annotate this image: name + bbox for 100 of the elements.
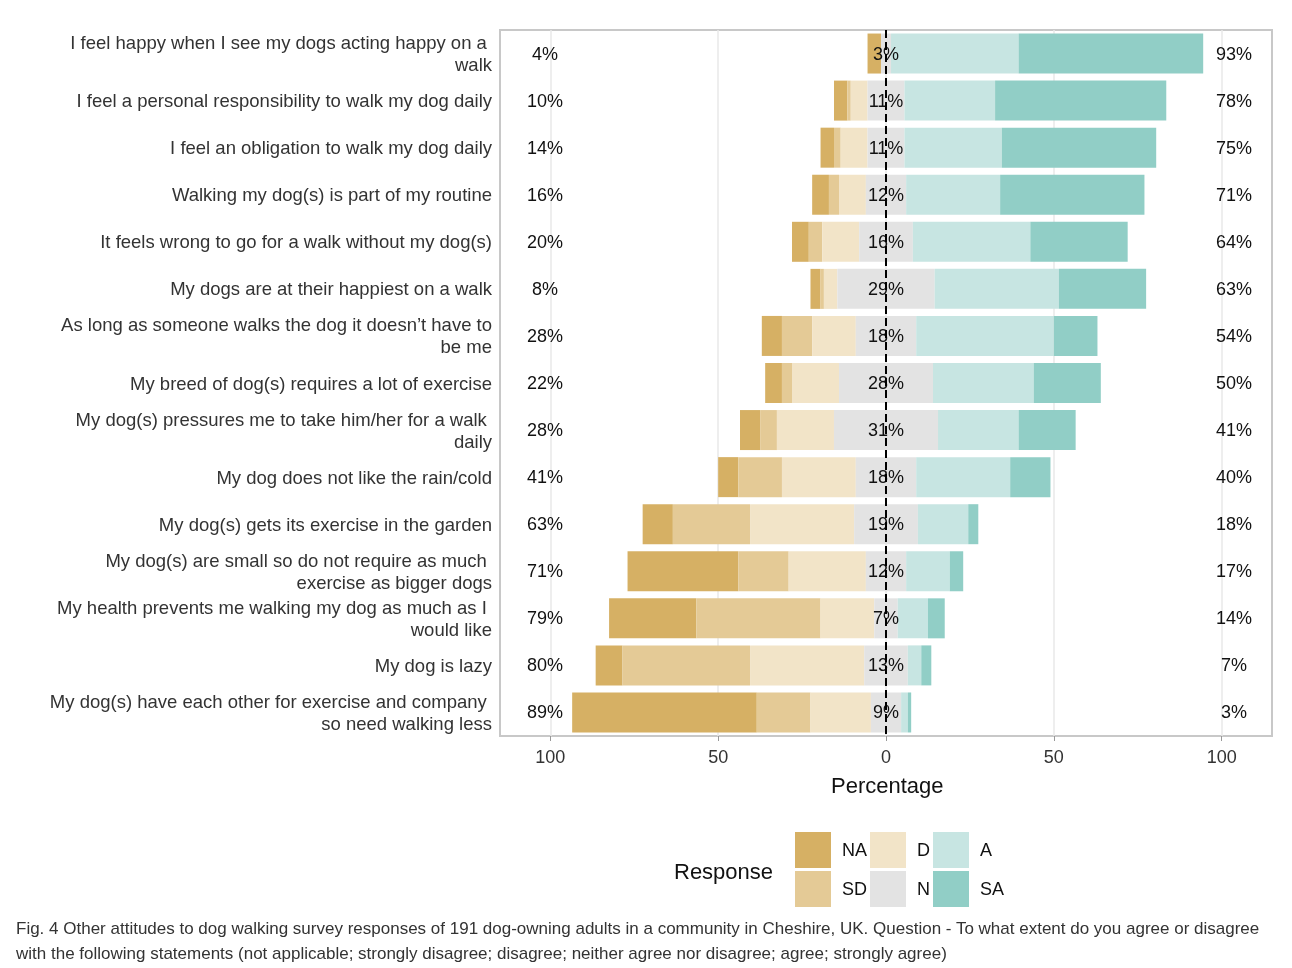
bar <box>820 127 834 168</box>
bar <box>792 221 809 262</box>
bar <box>820 268 824 309</box>
y-tick-label: My dog(s) gets its exercise in the garden <box>158 513 492 535</box>
bar <box>750 645 865 686</box>
x-tick-label: 100 <box>1206 747 1237 767</box>
annotation: 22% <box>526 373 564 393</box>
bar <box>949 551 964 592</box>
bar <box>642 504 673 545</box>
y-tick-label: I feel a personal responsibility to walk my dog daily <box>76 90 493 112</box>
bar <box>968 504 979 545</box>
y-tick-label: My dog(s) are small so do not require as much exercise as bigger dogs <box>105 549 492 593</box>
bar <box>904 127 1002 168</box>
bar <box>1018 410 1076 451</box>
bar <box>696 598 821 639</box>
y-tick-label: It feels wrong to go for a walk without my dog(s) <box>100 231 492 253</box>
annotation: 14% <box>1215 608 1253 629</box>
bar <box>906 551 950 592</box>
bar <box>1033 363 1101 403</box>
bar <box>934 268 1059 309</box>
annotation: 78% <box>1215 90 1253 111</box>
legend-label: SA <box>980 879 1005 899</box>
bar <box>739 410 761 451</box>
bar <box>820 598 875 639</box>
y-tick-label: My health prevents me walking my dog as much as I would like <box>57 596 492 640</box>
annotation: 4% <box>531 43 559 64</box>
bar <box>738 551 789 592</box>
bar <box>850 80 868 121</box>
legend-label: N <box>917 879 930 899</box>
legend-label: A <box>980 840 993 860</box>
bar <box>932 363 1034 403</box>
annotation: 20% <box>526 231 564 252</box>
legend-title: Response <box>674 858 774 884</box>
bar <box>828 174 840 215</box>
annotation: 63% <box>1215 278 1253 299</box>
bar <box>822 221 860 262</box>
bar <box>761 315 782 356</box>
x-axis-title: Percentage <box>831 772 944 798</box>
bar <box>847 80 851 121</box>
bar <box>921 645 932 686</box>
annotation: 17% <box>1215 561 1253 582</box>
bar <box>916 315 1054 356</box>
bar <box>833 410 939 451</box>
annotation: 80% <box>526 655 564 676</box>
annotation: 10% <box>526 90 564 111</box>
annotation: 41% <box>526 467 564 488</box>
annotation: 28% <box>526 325 564 346</box>
bar <box>897 598 928 639</box>
bar <box>718 457 739 498</box>
y-tick-label: My dog is lazy <box>374 654 493 676</box>
bar <box>810 692 871 733</box>
bar <box>812 315 856 356</box>
bar <box>812 174 829 215</box>
bar <box>781 363 793 403</box>
y-tick-label: My dog(s) have each other for exercise and company so need walking less <box>49 690 492 734</box>
bar <box>906 174 1001 215</box>
data-label: 11% <box>868 90 904 111</box>
bar <box>808 221 823 262</box>
data-label: 7% <box>872 608 900 629</box>
annotation: 54% <box>1215 325 1253 346</box>
annotation: 40% <box>1215 467 1253 488</box>
annotation: 71% <box>1215 184 1253 205</box>
bar <box>672 504 751 545</box>
bar <box>833 80 848 121</box>
bar <box>901 692 908 733</box>
bar <box>622 645 751 686</box>
bar <box>627 551 739 592</box>
y-tick-label: My dog(s) pressures me to take him/her for a walk daily <box>75 408 493 452</box>
annotation: 8% <box>531 278 559 299</box>
annotation: 63% <box>526 514 564 535</box>
bar <box>907 645 922 686</box>
bar <box>595 645 623 686</box>
bar <box>833 127 841 168</box>
bar <box>995 80 1167 121</box>
bar <box>1053 315 1098 356</box>
bar <box>840 127 868 168</box>
y-tick-label: As long as someone walks the dog it doesn’t have to be me <box>61 314 492 358</box>
bar <box>781 315 813 356</box>
annotation: 93% <box>1215 43 1253 64</box>
legend-label: D <box>917 840 930 860</box>
bar <box>927 598 945 639</box>
bar <box>765 363 782 403</box>
bar <box>781 457 856 498</box>
annotation: 75% <box>1215 137 1253 158</box>
data-label: 31% <box>867 420 905 441</box>
bar <box>609 598 697 639</box>
x-tick-label: 0 <box>880 747 892 767</box>
bar <box>788 551 866 592</box>
x-tick-label: 50 <box>1043 747 1064 767</box>
data-label: 11% <box>868 137 904 158</box>
annotation: 64% <box>1215 231 1253 252</box>
y-tick-label: I feel an obligation to walk my dog daily <box>170 137 493 159</box>
annotation: 7% <box>1220 655 1248 676</box>
data-label: 12% <box>867 561 905 582</box>
annotation: 50% <box>1215 373 1253 393</box>
bar <box>750 504 855 545</box>
caption: Fig. 4 Other attitudes to dog walking survey responses of 191 dog-owning adults in a community in Cheshire, UK. Question - To what extent do you agree or disagree with the following statements (not applicable; strongly disagree; disagree; neither agree nor disagree; agree; strongly agree) <box>15 918 1261 965</box>
annotation: 79% <box>526 608 564 629</box>
y-tick-label: My dogs are at their happiest on a walk <box>170 278 493 300</box>
bar <box>1018 33 1204 74</box>
